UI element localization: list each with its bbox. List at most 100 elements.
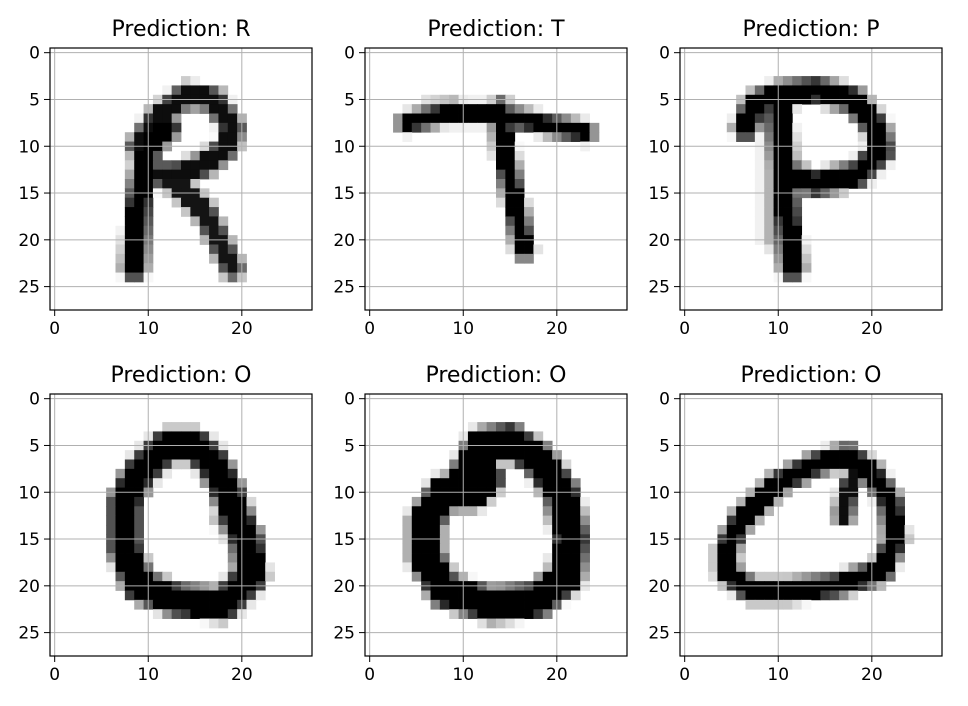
pixel <box>477 478 488 488</box>
pixel <box>829 468 840 479</box>
pixel <box>857 122 868 133</box>
pixel <box>754 571 765 582</box>
pixel <box>764 468 774 479</box>
pixel <box>134 553 144 563</box>
pixel <box>764 76 774 86</box>
pixel <box>876 169 887 180</box>
pixel <box>745 122 756 133</box>
pixel <box>134 562 144 573</box>
pixel <box>227 132 238 142</box>
pixel <box>411 506 422 517</box>
axes-frame <box>679 47 943 311</box>
pixel <box>570 132 581 142</box>
pixel <box>421 543 431 554</box>
pixel <box>514 618 525 629</box>
pixel <box>782 253 793 264</box>
pixel <box>782 225 793 236</box>
pixel <box>885 160 896 171</box>
pixel <box>467 468 478 479</box>
pixel <box>134 150 144 161</box>
pixel <box>885 506 896 517</box>
pixel <box>115 553 126 563</box>
pixel <box>218 85 229 96</box>
pixel <box>542 599 553 610</box>
pixel <box>171 104 182 114</box>
pixel <box>190 160 201 171</box>
pixel <box>717 571 728 582</box>
pixel <box>782 263 793 273</box>
pixel <box>218 225 229 236</box>
pixel <box>181 150 191 161</box>
pixel <box>820 104 831 114</box>
pixel <box>745 104 756 114</box>
subplot-title: Prediction: O <box>740 363 881 388</box>
pixel <box>209 150 219 161</box>
pixel <box>876 506 887 517</box>
pixel <box>782 478 793 488</box>
pixel <box>486 590 497 601</box>
pixel <box>181 104 191 114</box>
pixel <box>134 543 144 554</box>
subplot-title: Prediction: R <box>112 17 251 42</box>
pixel <box>505 169 516 180</box>
pixel <box>764 207 774 217</box>
pixel <box>115 253 126 264</box>
pixel <box>857 450 868 460</box>
pixel <box>218 263 229 273</box>
pixel <box>171 599 182 610</box>
pixel <box>124 244 135 255</box>
pixel <box>439 543 450 554</box>
pixel <box>152 478 163 488</box>
pixel <box>115 543 126 554</box>
y-tick-label: 0 <box>659 390 670 410</box>
pixel <box>857 179 868 189</box>
pixel <box>848 459 859 470</box>
x-tick-label: 10 <box>767 665 789 685</box>
pixel <box>792 197 803 208</box>
pixel <box>561 543 572 554</box>
pixel <box>745 515 756 526</box>
pixel <box>134 253 144 264</box>
pixel <box>449 122 459 133</box>
pixel <box>792 244 803 255</box>
pixel <box>542 525 553 535</box>
y-tick-label: 0 <box>29 44 40 64</box>
pixel <box>421 562 431 573</box>
pixel <box>134 459 144 470</box>
pixel <box>486 468 497 479</box>
y-tick-label: 25 <box>648 624 670 644</box>
y-tick-label: 25 <box>648 278 670 298</box>
pixel <box>514 225 525 236</box>
pixel <box>199 450 210 460</box>
pixel <box>839 515 849 526</box>
pixel <box>162 122 173 133</box>
pixel <box>885 478 896 488</box>
pixel <box>486 113 497 124</box>
pixel <box>745 571 756 582</box>
pixel <box>124 150 135 161</box>
pixel <box>449 506 459 517</box>
pixel <box>505 132 516 142</box>
pixel <box>524 104 534 114</box>
pixel <box>124 450 135 460</box>
pixel <box>477 506 488 517</box>
pixel <box>162 85 173 96</box>
pixel <box>839 85 849 96</box>
y-tick-label: 10 <box>18 137 40 157</box>
pixel <box>839 468 849 479</box>
pixel <box>514 160 525 171</box>
pixel <box>792 132 803 142</box>
pixel <box>439 553 450 563</box>
pixel <box>736 496 746 507</box>
pixel <box>505 225 516 236</box>
pixel <box>764 104 774 114</box>
pixel <box>570 515 581 526</box>
pixel <box>857 478 868 488</box>
pixel <box>218 104 229 114</box>
pixel <box>801 450 812 460</box>
pixel <box>829 76 840 86</box>
pixel <box>829 459 840 470</box>
pixel <box>171 609 182 619</box>
pixel <box>745 506 756 517</box>
pixel <box>467 113 478 124</box>
